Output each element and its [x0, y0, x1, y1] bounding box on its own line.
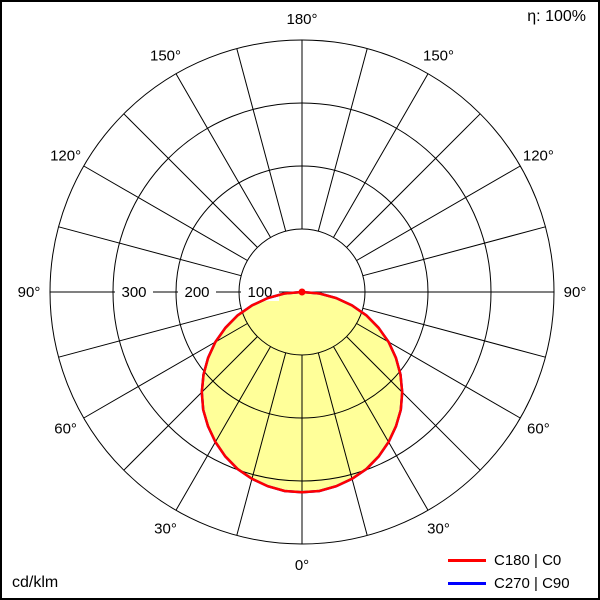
- svg-text:200: 200: [184, 284, 209, 301]
- legend-item-c180-c0: C180 | C0: [448, 552, 570, 569]
- unit-label: cd/klm: [12, 574, 59, 591]
- svg-text:300: 300: [121, 284, 146, 301]
- svg-text:150°: 150°: [423, 48, 454, 65]
- svg-text:90°: 90°: [564, 284, 587, 301]
- curve-c180-c0: [200, 290, 404, 494]
- svg-text:100: 100: [247, 284, 272, 301]
- polar-grid: [49, 39, 555, 545]
- svg-text:30°: 30°: [154, 520, 177, 537]
- radial-tick-labels: 100 200 300: [115, 283, 279, 301]
- legend-item-c270-c90: C270 | C90: [448, 575, 570, 592]
- svg-text:180°: 180°: [286, 11, 317, 28]
- svg-text:150°: 150°: [150, 48, 181, 65]
- svg-text:30°: 30°: [427, 520, 450, 537]
- legend: C180 | C0 C270 | C90: [448, 552, 570, 592]
- legend-line-red-icon: [448, 559, 486, 562]
- svg-text:90°: 90°: [18, 284, 41, 301]
- angle-tick-labels: 0° 30° 30° 60° 60° 90° 90° 120° 120° 150° 150° 180°: [18, 11, 587, 574]
- legend-line-blue-icon: [448, 582, 486, 585]
- curve-apex-dot: [298, 288, 306, 296]
- efficiency-label: η: 100%: [527, 8, 586, 25]
- svg-text:60°: 60°: [54, 421, 77, 438]
- svg-text:0°: 0°: [295, 557, 309, 574]
- legend-label-c270-c90: C270 | C90: [494, 575, 570, 592]
- svg-text:60°: 60°: [527, 421, 550, 438]
- legend-label-c180-c0: C180 | C0: [494, 552, 562, 569]
- svg-text:120°: 120°: [50, 148, 81, 165]
- svg-text:120°: 120°: [523, 148, 554, 165]
